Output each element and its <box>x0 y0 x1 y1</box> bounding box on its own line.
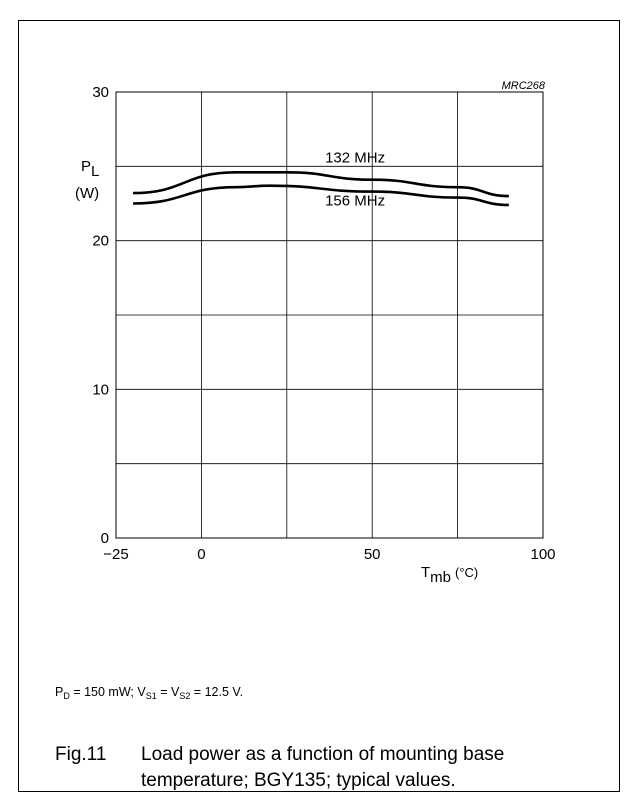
series-line-1 <box>133 170 509 198</box>
series-label-2: 156 MHz <box>325 193 385 210</box>
x-axis-symbol: T <box>421 564 430 581</box>
vs1-symbol: V <box>137 685 146 699</box>
figure-frame: 0 10 20 30 −25 0 50 100 132 MHz 156 MHz MRC268 … <box>18 20 620 792</box>
grid <box>115 91 544 539</box>
voltage-value: = 12.5 V. <box>190 685 244 699</box>
y-tick-labels: 0 10 20 30 <box>92 84 109 547</box>
caption-text: Load power as a function of mounting bas… <box>141 744 505 791</box>
pd-value: = 150 mW; <box>69 685 138 699</box>
y-axis-subscript: L <box>91 163 99 180</box>
equals: = <box>156 685 171 699</box>
x-axis-label: Tmb (°C) <box>421 564 478 586</box>
vs2-subscript: S2 <box>179 691 191 701</box>
x-tick-label: −25 <box>103 546 128 563</box>
y-tick-label: 10 <box>92 381 109 398</box>
series-lines <box>133 170 509 207</box>
vs1-subscript: S1 <box>145 691 157 701</box>
figure-caption: Fig.11 Load power as a function of mounti… <box>55 742 615 794</box>
pd-subscript: D <box>63 691 70 701</box>
figure-number: Fig.11 <box>55 744 107 765</box>
pd-symbol: P <box>55 685 64 699</box>
plot-border <box>115 91 544 539</box>
y-tick-label: 20 <box>92 233 109 250</box>
x-tick-labels: −25 0 50 100 <box>103 546 555 563</box>
x-axis-subscript: mb <box>430 569 451 586</box>
x-tick-label: 100 <box>530 546 555 563</box>
y-tick-label: 0 <box>101 530 109 547</box>
y-axis-unit: (W) <box>75 185 99 202</box>
y-tick-label: 30 <box>92 84 109 101</box>
y-axis-label: PL <box>81 158 99 180</box>
x-tick-label: 50 <box>364 546 381 563</box>
series-labels: 132 MHz 156 MHz <box>325 149 385 209</box>
x-tick-label: 0 <box>197 546 205 563</box>
vs2-symbol: V <box>170 685 180 699</box>
figure-code: MRC268 <box>502 80 546 92</box>
y-axis-symbol: P <box>81 158 91 175</box>
series-label-1: 132 MHz <box>325 149 385 166</box>
series-line-2 <box>133 184 509 207</box>
test-conditions: PD = 150 mW; VS1 = VS2 = 12.5 V. <box>55 685 243 701</box>
x-axis-unit: (°C) <box>455 565 478 580</box>
